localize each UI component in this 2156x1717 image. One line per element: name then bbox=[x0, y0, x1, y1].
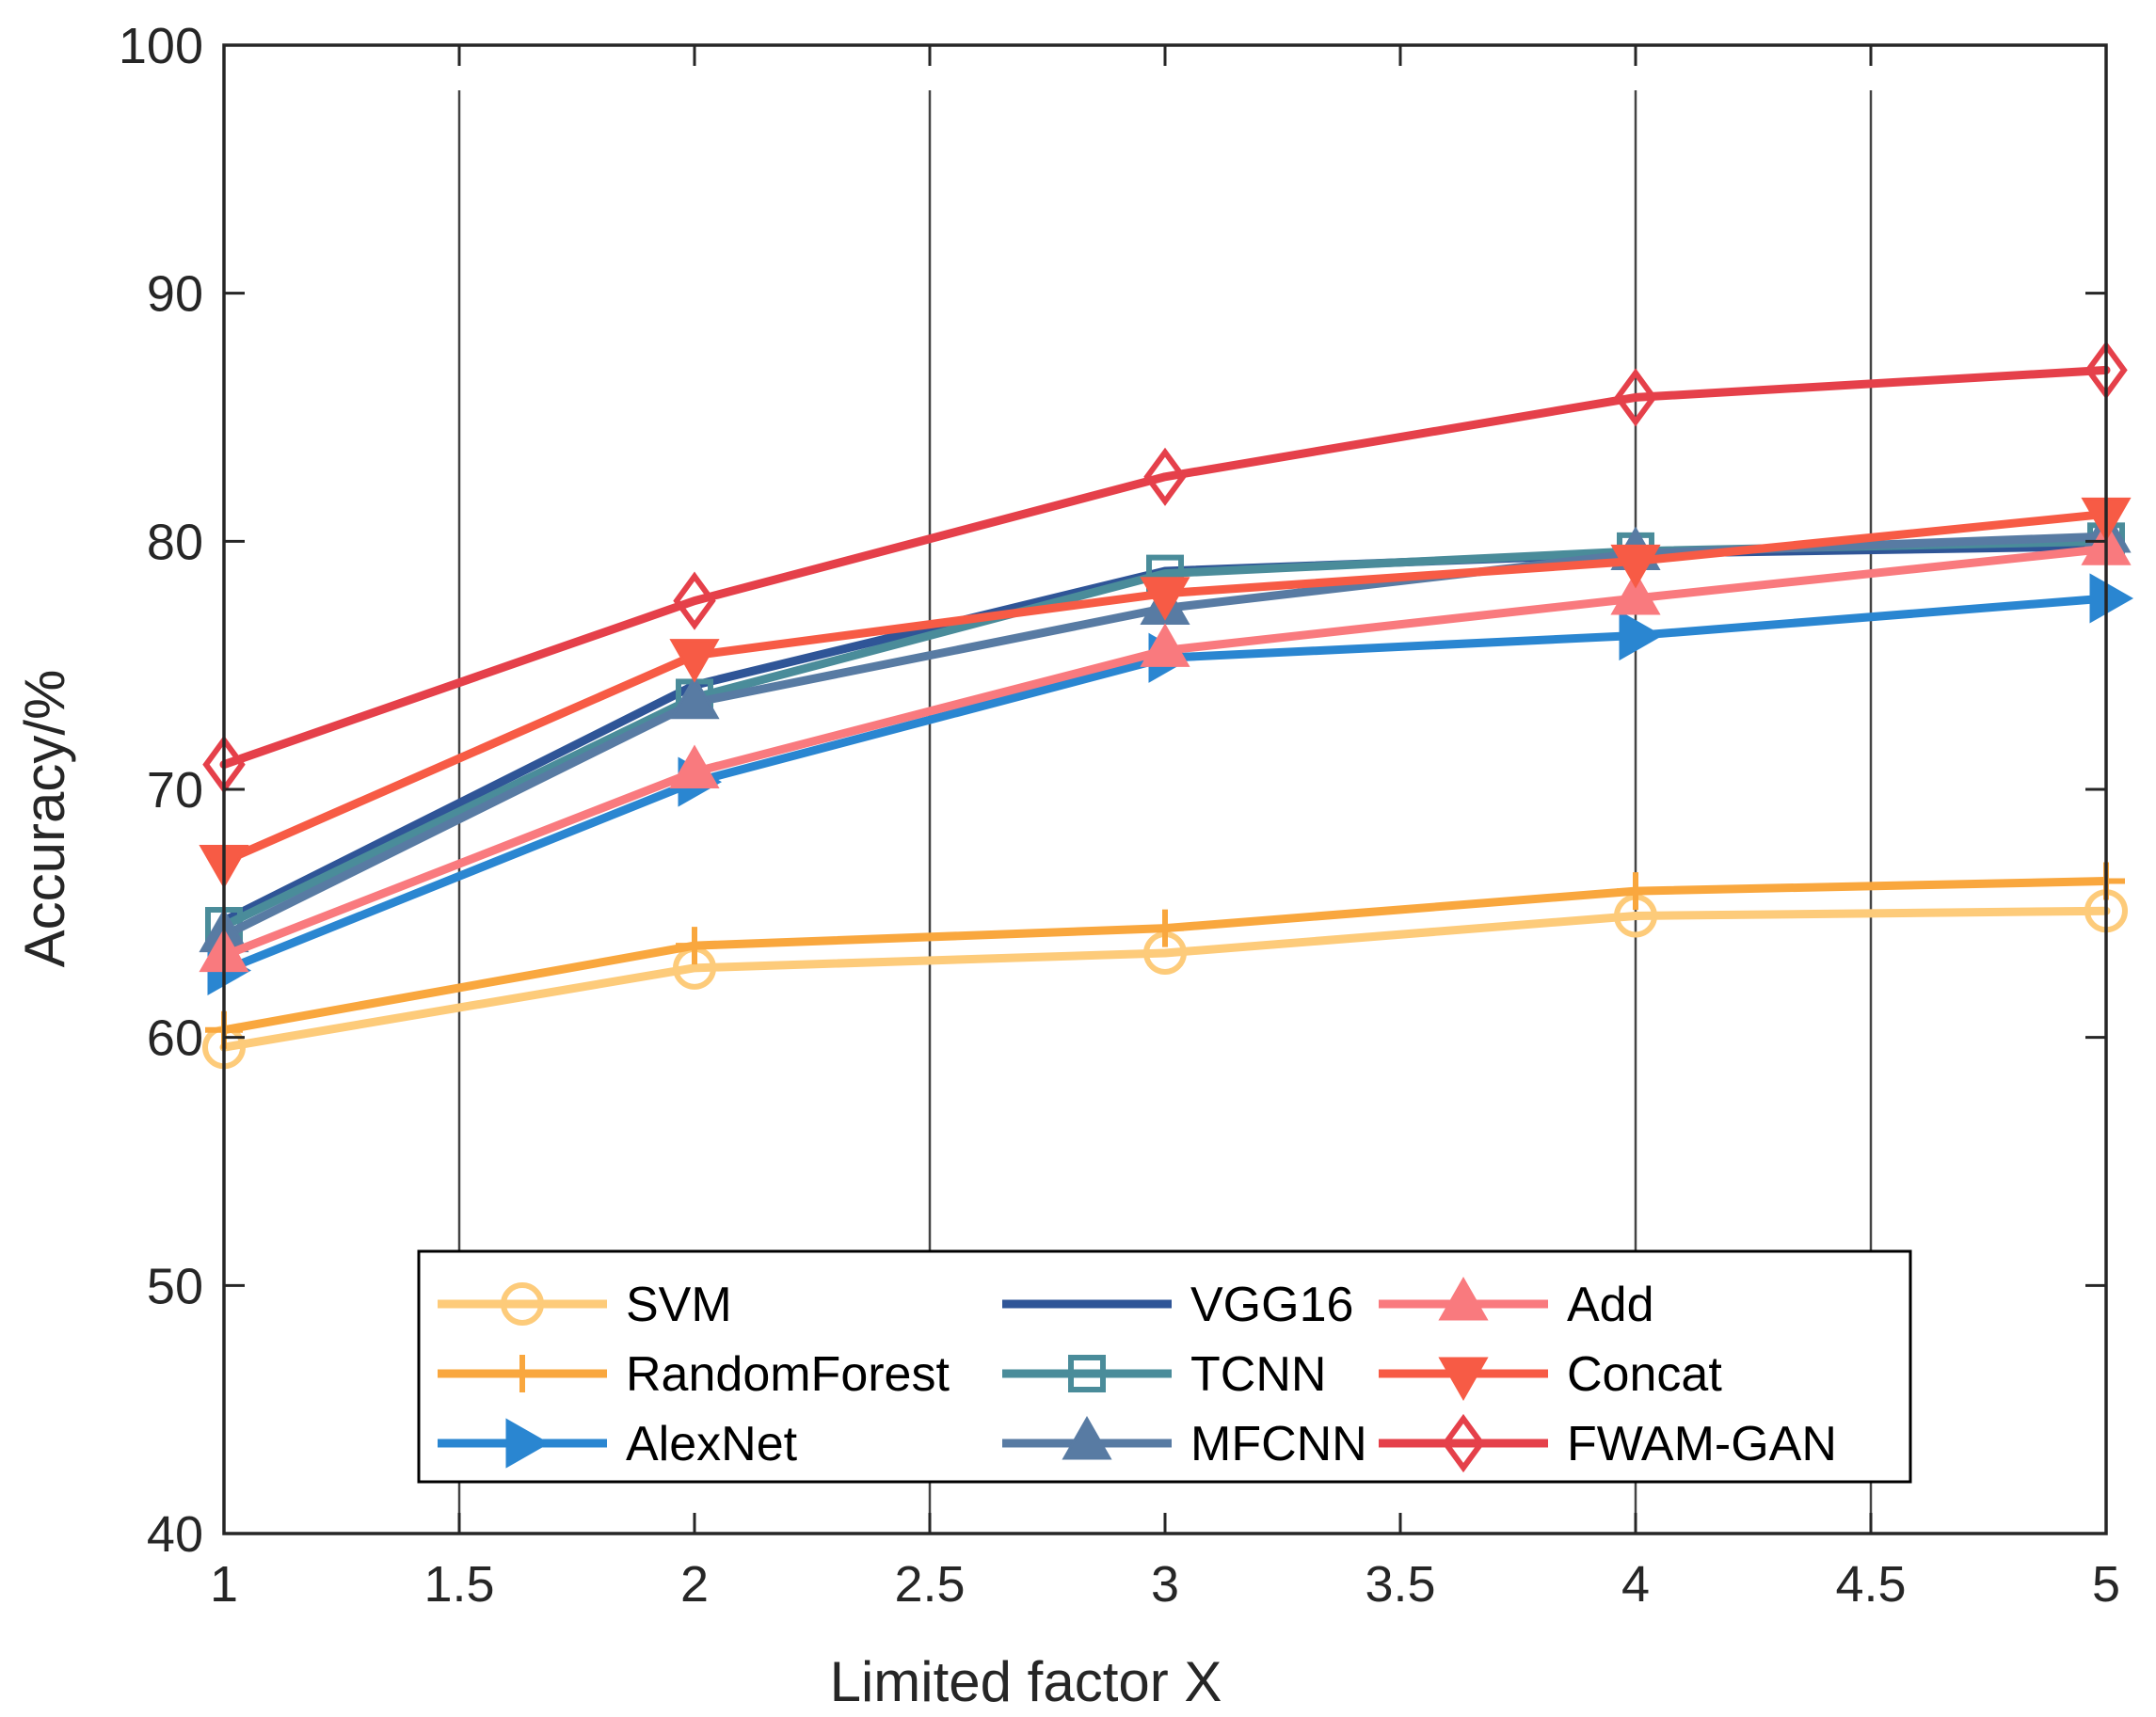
legend-item-concat: Concat bbox=[1379, 1347, 1722, 1402]
x-tick-label: 2.5 bbox=[894, 1556, 965, 1613]
data-point-concat bbox=[1140, 577, 1190, 621]
legend-marker-randomforest bbox=[503, 1355, 541, 1392]
x-tick-label: 1 bbox=[210, 1556, 238, 1613]
data-point-fwam-gan bbox=[673, 571, 716, 630]
legend-marker-svm bbox=[501, 1282, 544, 1326]
series-line-fwam-gan bbox=[219, 365, 2111, 770]
y-tick-label: 100 bbox=[119, 18, 203, 74]
ticks-layer: 1 1.5 2 2.5 3 3.5 4 4.5 5 40 50 60 70 80 90 100 bbox=[119, 18, 2120, 1613]
legend-marker-fwam-gan bbox=[1442, 1413, 1485, 1473]
x-tick-label: 2 bbox=[680, 1556, 709, 1613]
legend-item-randomforest: RandomForest bbox=[438, 1347, 950, 1402]
legend-label: Add bbox=[1567, 1278, 1654, 1332]
legend-label: SVM bbox=[626, 1278, 732, 1332]
series-layer bbox=[199, 341, 2134, 1070]
legend-marker-alexnet bbox=[505, 1418, 551, 1469]
x-tick-label: 4.5 bbox=[1835, 1556, 1906, 1613]
data-point-fwam-gan bbox=[1143, 447, 1187, 506]
x-tick-label: 3 bbox=[1151, 1556, 1179, 1613]
series-concat bbox=[199, 497, 2132, 889]
x-tick-label: 5 bbox=[2092, 1556, 2120, 1613]
data-point-add bbox=[669, 744, 720, 789]
legend-label: MFCNN bbox=[1190, 1417, 1367, 1471]
legend-item-svm: SVM bbox=[438, 1278, 732, 1332]
y-tick-label: 60 bbox=[147, 1010, 203, 1067]
data-point-alexnet bbox=[1619, 610, 1664, 661]
data-point-randomforest bbox=[1146, 909, 1184, 947]
legend-item-mfcnn: MFCNN bbox=[1002, 1415, 1367, 1471]
data-point-fwam-gan bbox=[1614, 368, 1657, 427]
legend-marker-add bbox=[1438, 1276, 1489, 1321]
legend-label: VGG16 bbox=[1190, 1278, 1353, 1332]
legend-marker-mfcnn bbox=[1062, 1415, 1112, 1460]
data-point-add bbox=[1140, 623, 1190, 667]
legend-label: RandomForest bbox=[626, 1347, 950, 1402]
legend-item-alexnet: AlexNet bbox=[438, 1417, 798, 1471]
series-line-svm bbox=[219, 906, 2111, 1052]
y-tick-label: 80 bbox=[147, 514, 203, 570]
legend-item-add: Add bbox=[1379, 1276, 1654, 1332]
legend: SVM RandomForest AlexNet VGG16 TCNN MFCNN Add C… bbox=[417, 1249, 1912, 1484]
data-point-alexnet bbox=[2089, 573, 2134, 624]
data-point-mfcnn bbox=[669, 675, 720, 720]
legend-item-vgg16: VGG16 bbox=[1002, 1278, 1353, 1332]
x-tick-label: 4 bbox=[1621, 1556, 1650, 1613]
data-point-randomforest bbox=[1617, 872, 1654, 911]
y-tick-label: 90 bbox=[147, 266, 203, 323]
x-axis-title: Limited factor X bbox=[830, 1650, 1222, 1713]
y-tick-label: 70 bbox=[147, 762, 203, 819]
legend-marker-concat bbox=[1438, 1357, 1489, 1402]
x-tick-label: 3.5 bbox=[1365, 1556, 1435, 1613]
data-point-concat bbox=[669, 639, 720, 683]
legend-marker-tcnn bbox=[1068, 1355, 1106, 1392]
legend-label: Concat bbox=[1567, 1347, 1722, 1402]
data-point-concat bbox=[1610, 544, 1661, 589]
data-point-add bbox=[1610, 570, 1661, 615]
legend-label: FWAM-GAN bbox=[1567, 1417, 1837, 1471]
x-tick-label: 1.5 bbox=[423, 1556, 494, 1613]
legend-item-fwam-gan: FWAM-GAN bbox=[1379, 1413, 1837, 1473]
data-point-randomforest bbox=[676, 927, 713, 965]
y-axis-title: Accuracy/% bbox=[13, 670, 76, 968]
legend-item-tcnn: TCNN bbox=[1002, 1347, 1326, 1402]
legend-label: AlexNet bbox=[626, 1417, 798, 1471]
y-tick-label: 40 bbox=[147, 1506, 203, 1563]
legend-label: TCNN bbox=[1190, 1347, 1326, 1402]
y-tick-label: 50 bbox=[147, 1258, 203, 1314]
